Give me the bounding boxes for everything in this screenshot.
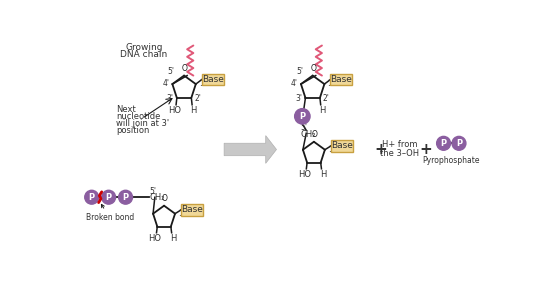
Text: 3': 3' xyxy=(295,94,303,103)
Text: +: + xyxy=(375,142,388,157)
Text: HO: HO xyxy=(148,234,162,242)
Text: 5': 5' xyxy=(150,187,156,196)
Text: 4': 4' xyxy=(291,79,298,88)
Text: 1': 1' xyxy=(178,209,185,218)
Text: O: O xyxy=(182,64,188,73)
FancyBboxPatch shape xyxy=(331,140,353,152)
Text: Pyrophosphate: Pyrophosphate xyxy=(422,156,480,165)
Text: H: H xyxy=(190,106,197,115)
Text: 1': 1' xyxy=(199,79,206,88)
Text: 5': 5' xyxy=(167,67,174,76)
Text: 1': 1' xyxy=(327,79,334,88)
Text: 2': 2' xyxy=(194,94,201,103)
Text: H: H xyxy=(320,170,326,178)
Text: P: P xyxy=(441,139,447,148)
Text: nucleotide: nucleotide xyxy=(117,112,161,121)
FancyBboxPatch shape xyxy=(330,74,353,85)
Text: Base: Base xyxy=(331,75,352,84)
Text: position: position xyxy=(117,126,150,135)
Circle shape xyxy=(437,136,450,150)
Text: P: P xyxy=(123,193,129,202)
Text: Base: Base xyxy=(181,205,203,214)
Text: O: O xyxy=(312,131,317,139)
Text: 5': 5' xyxy=(296,67,303,76)
Text: will join at 3': will join at 3' xyxy=(117,119,169,128)
FancyBboxPatch shape xyxy=(202,74,224,85)
Text: Next: Next xyxy=(117,105,136,114)
Text: Base: Base xyxy=(331,141,353,150)
FancyBboxPatch shape xyxy=(181,204,203,215)
Circle shape xyxy=(102,190,116,204)
Text: P: P xyxy=(106,193,112,202)
Text: CH₂: CH₂ xyxy=(150,194,165,202)
Text: +: + xyxy=(420,142,432,157)
Text: DNA chain: DNA chain xyxy=(120,50,168,59)
Text: P: P xyxy=(456,139,462,148)
Text: Broken bond: Broken bond xyxy=(86,204,134,222)
Text: 1': 1' xyxy=(328,145,335,154)
Circle shape xyxy=(119,190,133,204)
Text: H: H xyxy=(319,106,326,115)
Text: CH₂: CH₂ xyxy=(301,130,316,139)
Text: Base: Base xyxy=(202,75,224,84)
Text: O: O xyxy=(311,64,316,73)
Text: 5': 5' xyxy=(301,123,308,132)
Text: 4': 4' xyxy=(162,79,169,88)
Circle shape xyxy=(85,190,98,204)
Text: 3': 3' xyxy=(167,94,174,103)
Text: O: O xyxy=(162,194,168,203)
Text: P: P xyxy=(299,112,305,121)
Text: Growing: Growing xyxy=(125,43,163,52)
Text: H+ from: H+ from xyxy=(382,140,417,149)
Circle shape xyxy=(295,109,310,124)
Text: 2': 2' xyxy=(323,94,330,103)
Polygon shape xyxy=(224,136,277,163)
Text: H: H xyxy=(170,234,177,242)
Text: HO: HO xyxy=(298,170,311,178)
Text: HO: HO xyxy=(168,106,181,115)
Text: the 3–OH: the 3–OH xyxy=(380,149,419,158)
Text: P: P xyxy=(89,193,95,202)
Circle shape xyxy=(452,136,466,150)
